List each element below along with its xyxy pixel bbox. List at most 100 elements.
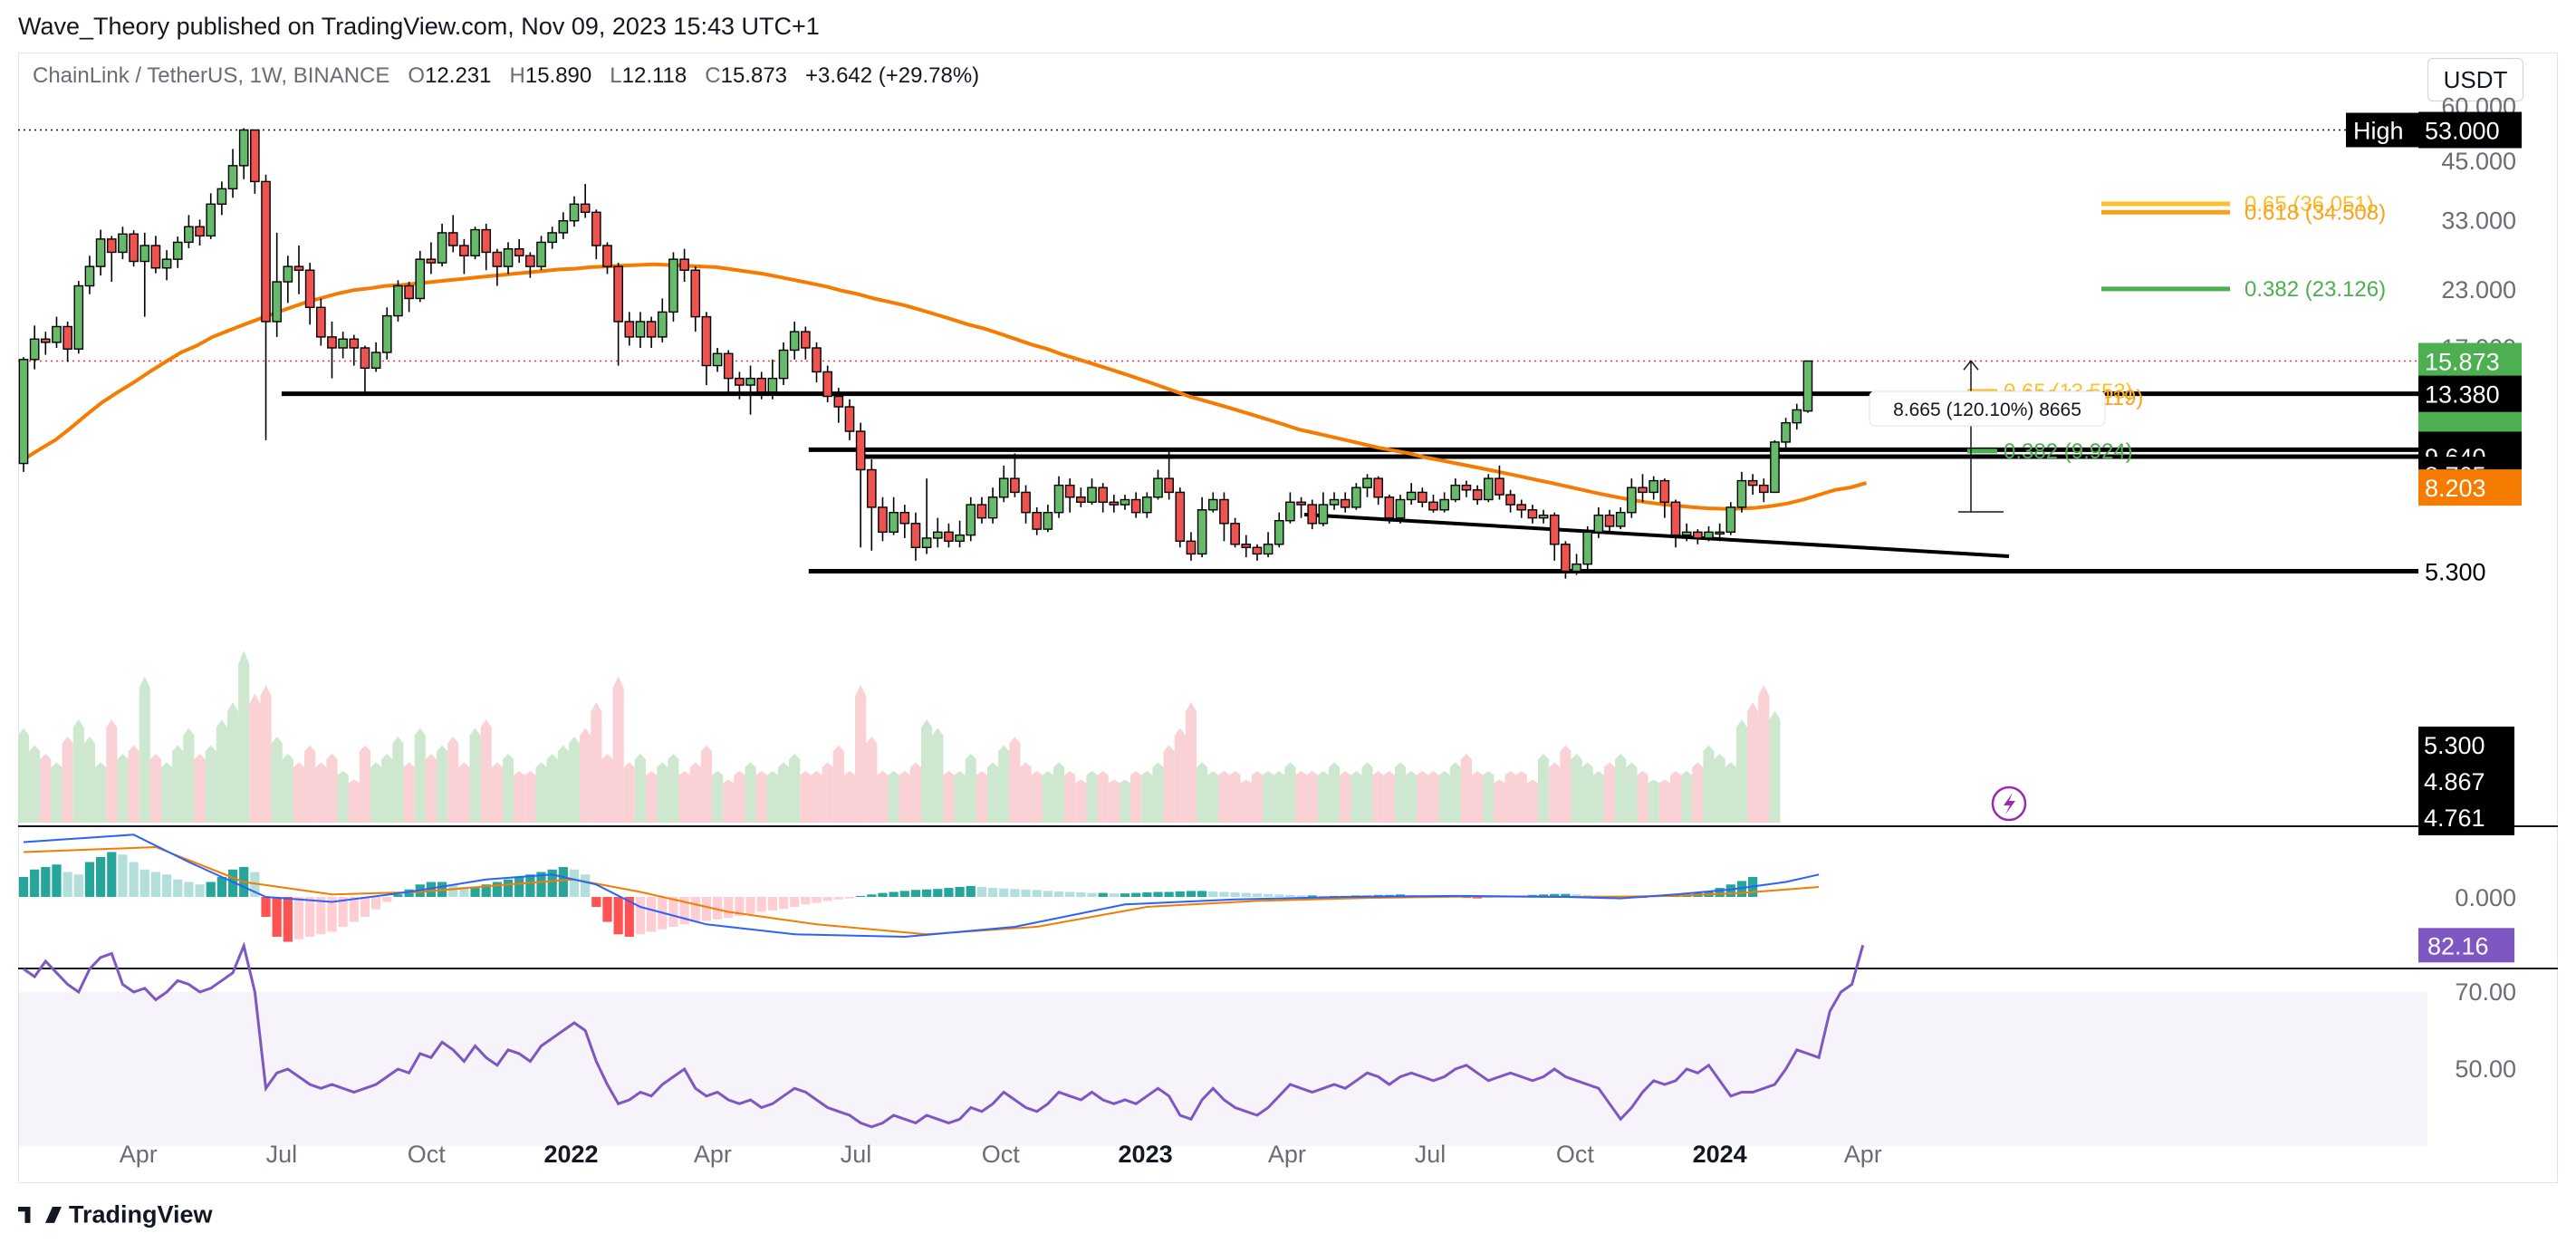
candle-body bbox=[679, 258, 689, 271]
candle bbox=[558, 212, 569, 239]
change-value: +3.642 (+29.78%) bbox=[805, 63, 980, 88]
candle-body bbox=[1373, 477, 1384, 498]
candle-body bbox=[62, 325, 72, 350]
close-value: 15.873 bbox=[720, 63, 788, 88]
candle-body bbox=[426, 258, 437, 264]
time-axis-tick: Apr bbox=[1268, 1141, 1306, 1168]
candle-body bbox=[1802, 360, 1813, 412]
macd-histogram-bar bbox=[668, 897, 678, 927]
candle-body bbox=[1439, 498, 1449, 511]
candle bbox=[492, 248, 503, 286]
candle bbox=[106, 236, 117, 283]
measure-box bbox=[1869, 390, 2106, 427]
candle bbox=[1130, 492, 1141, 518]
symbol-name[interactable]: ChainLink / TetherUS, 1W, BINANCE bbox=[33, 63, 390, 88]
volume-bar bbox=[1592, 771, 1604, 823]
candle-body bbox=[315, 306, 326, 338]
macd-histogram-bar bbox=[96, 857, 106, 897]
candle-body bbox=[1725, 506, 1736, 534]
candle-body bbox=[1230, 523, 1240, 545]
macd-histogram-bar bbox=[778, 897, 789, 910]
candle bbox=[1032, 506, 1043, 535]
candle bbox=[1615, 506, 1626, 530]
volume-bar bbox=[745, 762, 756, 823]
candle-body bbox=[250, 129, 260, 183]
macd-histogram-bar bbox=[647, 897, 657, 932]
volume-bar bbox=[139, 676, 150, 823]
candle bbox=[966, 496, 976, 542]
macd-histogram-bar bbox=[129, 862, 139, 897]
candle bbox=[1747, 474, 1758, 496]
volume-bar bbox=[29, 745, 41, 823]
candle bbox=[1351, 483, 1361, 510]
candle bbox=[481, 223, 492, 271]
macd-histogram-bar bbox=[878, 892, 888, 897]
macd-histogram-bar bbox=[1098, 892, 1108, 897]
volume-bar bbox=[1284, 762, 1296, 823]
macd-histogram-bar bbox=[139, 869, 149, 897]
candle-body bbox=[1483, 477, 1494, 501]
candle-body bbox=[1053, 484, 1064, 514]
candle bbox=[1373, 476, 1384, 506]
candle-body bbox=[195, 226, 205, 237]
candle bbox=[1781, 418, 1791, 448]
currency-unit-button[interactable]: USDT bbox=[2427, 58, 2523, 101]
macd-histogram-bar bbox=[889, 891, 899, 897]
candle bbox=[250, 129, 260, 194]
candle-body bbox=[1670, 501, 1681, 536]
candle-body bbox=[1593, 514, 1604, 534]
volume-bar bbox=[1317, 771, 1329, 823]
volume-bar bbox=[1549, 762, 1561, 823]
volume-bar bbox=[1504, 771, 1516, 823]
volume-bar bbox=[987, 762, 999, 823]
candle-body bbox=[1395, 498, 1406, 519]
candle-body bbox=[437, 232, 447, 264]
candle-body bbox=[998, 477, 1009, 498]
candle-body bbox=[646, 321, 657, 338]
volume-bar bbox=[668, 754, 679, 823]
volume-bar bbox=[17, 727, 30, 823]
macd-histogram-bar bbox=[293, 897, 304, 939]
candle-body bbox=[1043, 512, 1053, 530]
candle-body bbox=[1120, 498, 1130, 506]
candle-body bbox=[987, 496, 998, 519]
volume-bar bbox=[1394, 762, 1407, 823]
candle-body bbox=[1704, 531, 1714, 539]
high-value: 15.890 bbox=[524, 63, 592, 88]
macd-histogram-bar bbox=[1538, 894, 1549, 897]
macd-histogram-bar bbox=[18, 877, 29, 897]
volume-bar bbox=[1229, 771, 1241, 823]
candle-body bbox=[1087, 487, 1097, 503]
candle bbox=[701, 312, 712, 386]
candle bbox=[238, 128, 249, 179]
price-label-text: 13.380 bbox=[2425, 381, 2500, 409]
candle bbox=[1572, 554, 1581, 575]
volume-bar bbox=[524, 771, 536, 823]
volume-bar bbox=[612, 676, 624, 823]
candle bbox=[1604, 509, 1615, 533]
volume-bar bbox=[1119, 779, 1131, 823]
volume-bar bbox=[877, 771, 889, 823]
candle bbox=[1164, 449, 1174, 500]
macd-histogram-bar bbox=[1053, 891, 1064, 897]
volume-bar bbox=[1020, 762, 1032, 823]
macd-histogram-bar bbox=[976, 887, 987, 897]
candle bbox=[1043, 505, 1053, 533]
candle bbox=[315, 298, 326, 346]
candle bbox=[415, 250, 426, 303]
volume-bar bbox=[425, 754, 437, 823]
candle-body bbox=[1582, 531, 1593, 565]
price-label-tag bbox=[2418, 469, 2522, 506]
candle-body bbox=[1252, 546, 1263, 555]
candle-body bbox=[206, 203, 216, 237]
tradingview-logo[interactable]: TradingView bbox=[18, 1200, 213, 1229]
price-axis-tag bbox=[2418, 799, 2514, 835]
volume-bar bbox=[623, 762, 635, 823]
candle-body bbox=[261, 180, 271, 323]
volume-bar bbox=[789, 754, 801, 823]
candle bbox=[1252, 544, 1263, 561]
candle bbox=[1241, 535, 1252, 558]
candle bbox=[767, 359, 778, 400]
volume-bar bbox=[777, 762, 790, 823]
